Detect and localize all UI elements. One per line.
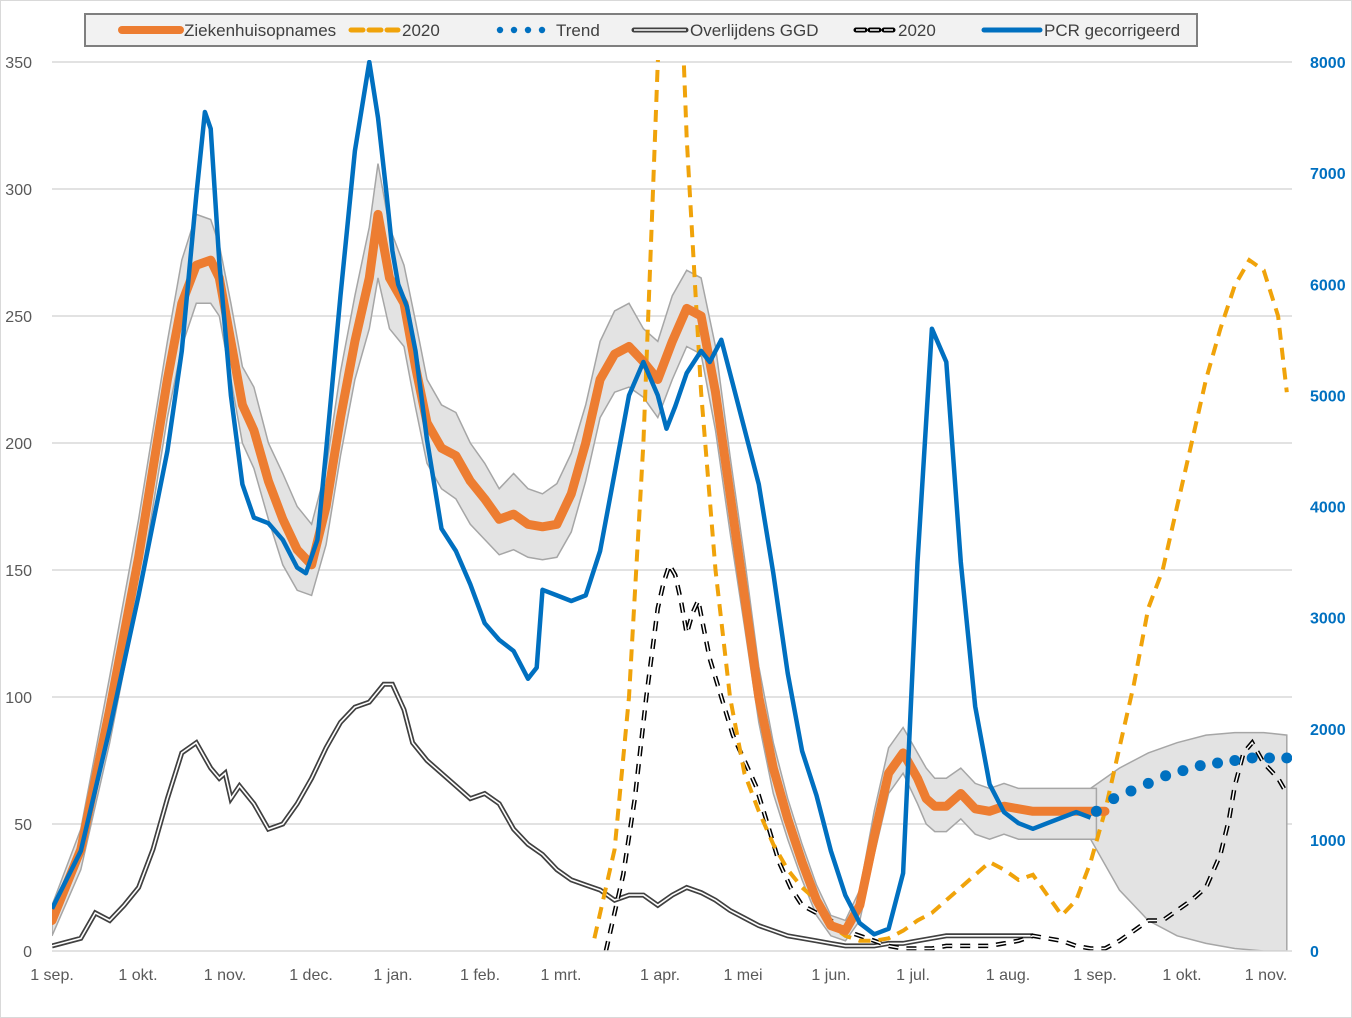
x-tick-label: 1 nov. bbox=[204, 967, 246, 984]
series-line-overlijdens-ggd-3 bbox=[52, 681, 1033, 949]
bands bbox=[52, 163, 1288, 951]
legend-label: PCR gecorrigeerd bbox=[1044, 21, 1180, 40]
trend-point bbox=[1194, 760, 1206, 772]
trend-point bbox=[1212, 757, 1224, 769]
y-right-tick-label: 2000 bbox=[1310, 722, 1346, 739]
trend-point bbox=[1177, 765, 1189, 777]
legend-label: Overlijdens GGD bbox=[690, 21, 818, 40]
series-line-overlijdens-ggd-3-inner bbox=[52, 683, 1033, 947]
y-tick-label: 0 bbox=[23, 944, 32, 961]
trend-point bbox=[1281, 752, 1292, 764]
y-right-tick-label: 5000 bbox=[1310, 388, 1346, 405]
y-right-tick-label: 3000 bbox=[1310, 611, 1346, 628]
x-tick-label: 1 aug. bbox=[986, 967, 1030, 984]
legend-svg: Ziekenhuisopnames 2020 Trend Overlijdens GG… bbox=[118, 21, 1180, 40]
y-axis-right: 0 1000 2000 3000 4000 5000 6000 7000 8000 bbox=[1310, 55, 1346, 961]
series-line-2020-4-inner bbox=[605, 563, 1288, 951]
x-tick-label: 1 okt. bbox=[1162, 967, 1201, 984]
legend-label: Ziekenhuisopnames bbox=[184, 21, 336, 40]
y-tick-label: 100 bbox=[5, 690, 32, 707]
series-line-pcr-gecorrigeerd-5 bbox=[52, 60, 1092, 937]
x-tick-label: 1 okt. bbox=[118, 967, 157, 984]
y-right-tick-label: 7000 bbox=[1310, 166, 1346, 183]
legend-swatch-dot bbox=[510, 26, 518, 34]
y-axis-left: 0 50 100 150 200 250 300 350 bbox=[5, 55, 32, 961]
legend: Ziekenhuisopnames 2020 Trend Overlijdens GG… bbox=[84, 13, 1198, 47]
legend-label: Trend bbox=[556, 21, 600, 40]
x-tick-label: 1 mrt. bbox=[541, 967, 582, 984]
forecast-band bbox=[1089, 731, 1288, 951]
trend-point bbox=[1160, 770, 1172, 782]
y-tick-label: 300 bbox=[5, 182, 32, 199]
x-axis: 1 sep. 1 okt. 1 nov. 1 dec. 1 jan. 1 feb. 1 mr… bbox=[30, 967, 1287, 984]
x-tick-label: 1 sep. bbox=[1073, 967, 1117, 984]
x-tick-label: 1 dec. bbox=[289, 967, 333, 984]
y-tick-label: 150 bbox=[5, 563, 32, 580]
trend-point bbox=[1246, 752, 1258, 764]
trend-point bbox=[1090, 805, 1102, 817]
trend-point bbox=[1263, 752, 1275, 764]
y-right-tick-label: 0 bbox=[1310, 944, 1319, 961]
y-right-tick-label: 4000 bbox=[1310, 500, 1346, 517]
series-line-ziekenhuisopnames-0 bbox=[52, 209, 1110, 936]
y-tick-label: 350 bbox=[5, 55, 32, 72]
x-tick-label: 1 jul. bbox=[896, 967, 930, 984]
trend-point bbox=[1142, 777, 1154, 789]
x-tick-label: 1 nov. bbox=[1245, 967, 1287, 984]
trend-point bbox=[1125, 785, 1137, 797]
legend-swatch-dot bbox=[524, 26, 532, 34]
y-right-tick-label: 8000 bbox=[1310, 55, 1346, 72]
series-lines bbox=[52, 60, 1292, 951]
y-right-tick-label: 6000 bbox=[1310, 277, 1346, 294]
legend-label: 2020 bbox=[898, 21, 936, 40]
y-tick-label: 250 bbox=[5, 309, 32, 326]
trend-point bbox=[1229, 755, 1241, 766]
y-tick-label: 50 bbox=[14, 817, 32, 834]
series-line-2020-1 bbox=[592, 60, 1289, 943]
legend-swatch-dot bbox=[496, 26, 504, 34]
x-tick-label: 1 apr. bbox=[640, 967, 680, 984]
y-right-tick-label: 1000 bbox=[1310, 833, 1346, 850]
legend-label: 2020 bbox=[402, 21, 440, 40]
x-tick-label: 1 jan. bbox=[373, 967, 412, 984]
x-tick-label: 1 feb. bbox=[460, 967, 500, 984]
y-tick-label: 200 bbox=[5, 436, 32, 453]
x-tick-label: 1 jun. bbox=[811, 967, 850, 984]
x-tick-label: 1 sep. bbox=[30, 967, 74, 984]
legend-swatch-dot bbox=[538, 26, 546, 34]
trend-point bbox=[1108, 793, 1120, 805]
x-tick-label: 1 mei bbox=[723, 967, 762, 984]
